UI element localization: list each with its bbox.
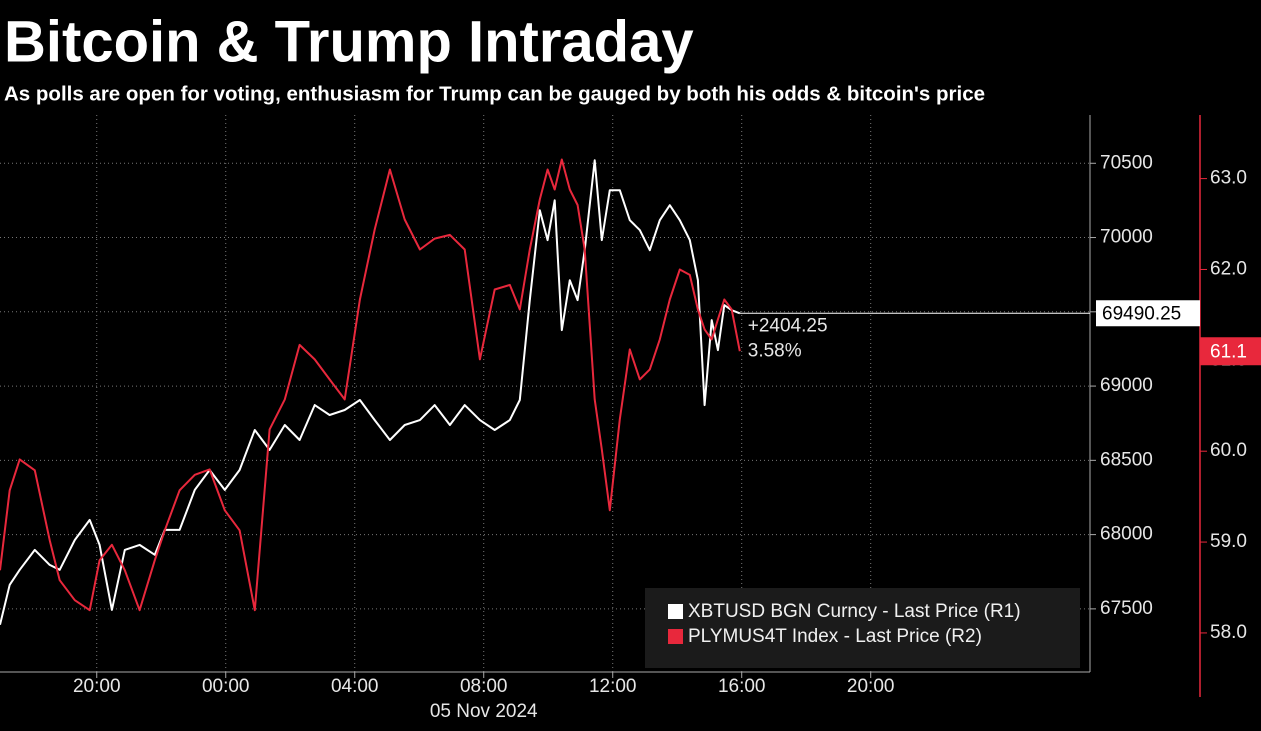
legend-swatch (668, 629, 683, 644)
y2-tick-label: 58.0 (1210, 622, 1247, 643)
y2-tick-label: 60.0 (1210, 440, 1247, 461)
x-tick-label: 04:00 (331, 676, 379, 697)
last-price-box (1096, 300, 1200, 327)
x-tick-label: 08:00 (460, 676, 508, 697)
x-tick-label: 20:00 (847, 676, 895, 697)
last-price-label-2: 61.1 (1210, 341, 1247, 362)
y-tick-label: 69000 (1100, 375, 1153, 396)
y2-tick-label: 62.0 (1210, 258, 1247, 279)
annotation: +2404.25 (748, 315, 828, 336)
chart-subtitle: As polls are open for voting, enthusiasm… (4, 82, 985, 105)
legend-box (645, 588, 1080, 668)
x-tick-label: 12:00 (589, 676, 637, 697)
series-line (0, 159, 741, 626)
legend-swatch (668, 604, 683, 619)
y2-tick-label: 59.0 (1210, 531, 1247, 552)
last-price-box-2 (1200, 337, 1261, 366)
x-tick-label: 00:00 (202, 676, 250, 697)
series-line (0, 158, 741, 612)
chart-title: Bitcoin & Trump Intraday (4, 9, 694, 74)
legend-label: XBTUSD BGN Curncy - Last Price (R1) (688, 601, 1021, 622)
y-tick-label: 70500 (1100, 152, 1153, 173)
y-tick-label: 68000 (1100, 524, 1153, 545)
x-axis-label: 05 Nov 2024 (430, 701, 538, 722)
y-tick-label: 70000 (1100, 227, 1153, 248)
x-tick-label: 20:00 (73, 676, 121, 697)
annotation: 3.58% (748, 340, 802, 361)
y2-tick-label: 63.0 (1210, 168, 1247, 189)
x-tick-label: 16:00 (718, 676, 766, 697)
last-price-label: 69490.25 (1102, 303, 1181, 324)
legend-label: PLYMUS4T Index - Last Price (R2) (688, 626, 982, 647)
y-tick-label: 68500 (1100, 449, 1153, 470)
y-tick-label: 67500 (1100, 598, 1153, 619)
